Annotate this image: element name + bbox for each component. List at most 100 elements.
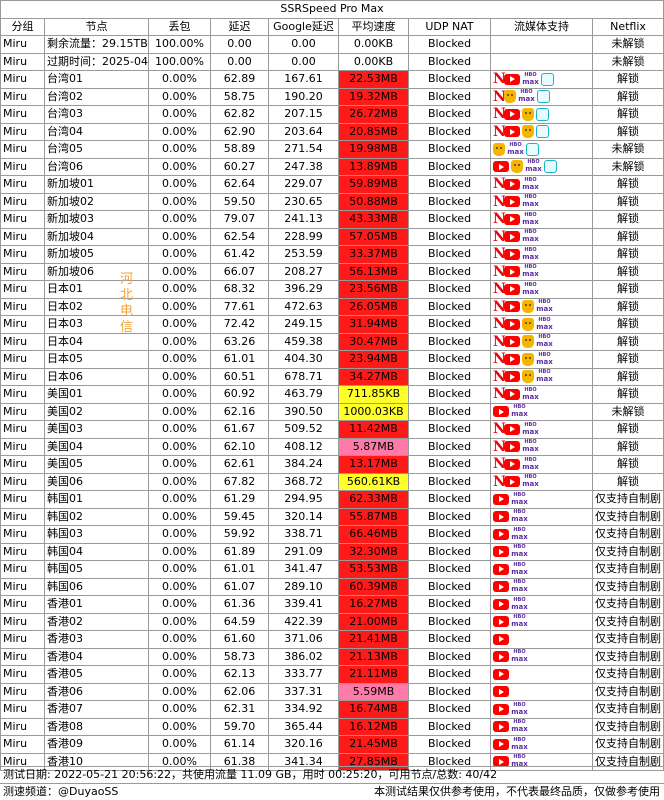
table-row: Miru 香港08 0.00% 59.70 365.44 16.12MB Blocked HB…: [0, 717, 664, 736]
netflix-cell: 仅支持自制剧: [592, 542, 664, 561]
node-cell: 香港01: [44, 595, 149, 614]
streaming-icons: N: [493, 124, 549, 139]
node-cell: 台湾03: [44, 105, 149, 124]
streaming-icons: HBO max: [493, 509, 528, 524]
loss-cell: 0.00%: [148, 490, 211, 509]
speed-cell: 21.11MB: [338, 665, 409, 684]
ping-cell: 59.92: [210, 525, 269, 544]
loss-cell: 0.00%: [148, 315, 211, 334]
watermark: 河北电信: [120, 272, 134, 335]
speed-cell: 13.17MB: [338, 455, 409, 474]
group-cell: Miru: [0, 577, 45, 596]
header-loss: 丢包: [148, 17, 211, 36]
netflix-cell: 解锁: [592, 455, 664, 474]
netflix-icon: N: [493, 333, 506, 350]
group-cell: Miru: [0, 665, 45, 684]
hbo-max-icon: HBO max: [511, 614, 528, 629]
streaming-icons: HBO max: [493, 737, 528, 752]
hbo-max-icon: HBO max: [507, 141, 524, 156]
table-row: Miru 新加坡02 0.00% 59.50 230.65 50.88MB Blocked N…: [0, 192, 664, 211]
youtube-icon: [504, 353, 520, 365]
streaming-cell: N HBO max: [490, 315, 593, 334]
table-row: Miru 香港09 0.00% 61.14 320.16 21.45MB Blocked HB…: [0, 735, 664, 754]
google-ping-cell: 249.15: [268, 315, 339, 334]
loss-cell: 100.00%: [148, 35, 211, 54]
loss-cell: 0.00%: [148, 472, 211, 491]
hbo-max-icon: HBO max: [511, 491, 528, 506]
table-row: Miru 韩国02 0.00% 59.45 320.14 55.87MB Blocked HB…: [0, 507, 664, 526]
table-row: Miru 日本05 0.00% 61.01 404.30 23.94MB Blocked N H…: [0, 350, 664, 369]
netflix-cell: 解锁: [592, 105, 664, 124]
udp-nat-cell: Blocked: [408, 192, 491, 211]
netflix-icon: N: [493, 473, 506, 490]
netflix-cell: 仅支持自制剧: [592, 612, 664, 631]
hbo-max-icon: HBO max: [511, 561, 528, 576]
footer-disclaimer: 本测试结果仅供参考使用，不代表最终品质，仅做参考使用: [374, 785, 660, 798]
speed-cell: 21.13MB: [338, 647, 409, 666]
group-cell: Miru: [0, 70, 45, 89]
netflix-cell: 解锁: [592, 350, 664, 369]
hbo-max-icon: HBO max: [511, 701, 528, 716]
streaming-cell: N HBO max: [490, 385, 593, 404]
google-ping-cell: 207.15: [268, 105, 339, 124]
speed-cell: 0.00KB: [338, 52, 409, 71]
streaming-icons: N HBO max: [493, 334, 553, 349]
hbo-max-icon: HBO max: [522, 211, 539, 226]
streaming-cell: HBO max: [490, 717, 593, 736]
google-ping-cell: 365.44: [268, 717, 339, 736]
ping-cell: 67.82: [210, 472, 269, 491]
netflix-cell: 仅支持自制剧: [592, 717, 664, 736]
google-ping-cell: 404.30: [268, 350, 339, 369]
youtube-icon: [493, 756, 509, 768]
hbo-max-icon: HBO max: [522, 229, 539, 244]
streaming-cell: N HBO max: [490, 192, 593, 211]
loss-cell: 0.00%: [148, 560, 211, 579]
youtube-icon: [504, 388, 520, 400]
netflix-cell: 仅支持自制剧: [592, 630, 664, 649]
google-ping-cell: 203.64: [268, 122, 339, 141]
header-node: 节点: [44, 17, 149, 36]
streaming-cell: HBO max: [490, 647, 593, 666]
group-cell: Miru: [0, 105, 45, 124]
header-streaming: 流媒体支持: [490, 17, 593, 36]
group-cell: Miru: [0, 175, 45, 194]
streaming-icons: N HBO max: [493, 282, 539, 297]
udp-nat-cell: Blocked: [408, 437, 491, 456]
group-cell: Miru: [0, 280, 45, 299]
ping-cell: 61.60: [210, 630, 269, 649]
udp-nat-cell: Blocked: [408, 455, 491, 474]
ping-cell: 64.59: [210, 612, 269, 631]
loss-cell: 0.00%: [148, 402, 211, 421]
header-group: 分组: [0, 17, 45, 36]
google-ping-cell: 230.65: [268, 192, 339, 211]
ping-cell: 61.42: [210, 245, 269, 264]
group-cell: Miru: [0, 52, 45, 71]
footer-summary: 测试日期: 2022-05-21 20:56:22，共使用流量 11.09 GB…: [3, 768, 498, 781]
streaming-icons: HBO max: [493, 754, 528, 769]
table-row: Miru 台湾04 0.00% 62.90 203.64 20.85MB Blocked N 解…: [0, 122, 664, 141]
udp-nat-cell: Blocked: [408, 402, 491, 421]
results-body: Miru 剩余流量：29.15TB 100.00% 0.00 0.00 0.00KB Blo…: [0, 35, 664, 771]
node-cell: 香港08: [44, 717, 149, 736]
udp-nat-cell: Blocked: [408, 332, 491, 351]
streaming-cell: [490, 682, 593, 701]
table-row: Miru 香港06 0.00% 62.06 337.31 5.59MB Blocked 仅支持…: [0, 682, 664, 701]
google-ping-cell: 247.38: [268, 157, 339, 176]
youtube-icon: [493, 703, 509, 715]
speed-cell: 34.27MB: [338, 367, 409, 386]
bahamut-icon: [511, 160, 523, 174]
streaming-cell: N HBO max: [490, 227, 593, 246]
netflix-icon: N: [493, 438, 506, 455]
streaming-cell: N HBO max: [490, 437, 593, 456]
node-cell: 台湾05: [44, 140, 149, 159]
streaming-cell: HBO max: [490, 525, 593, 544]
node-cell: 香港04: [44, 647, 149, 666]
hbo-max-icon: HBO max: [522, 456, 539, 471]
table-row: Miru 新加坡05 0.00% 61.42 253.59 33.37MB Blocked N…: [0, 245, 664, 264]
group-cell: Miru: [0, 525, 45, 544]
netflix-cell: 未解锁: [592, 35, 664, 54]
node-cell: 美国04: [44, 437, 149, 456]
results-table: SSRSpeed Pro Max 分组 节点 丢包 延迟 Google延迟 平均…: [0, 0, 664, 771]
youtube-icon: [504, 476, 520, 488]
node-cell: 美国03: [44, 420, 149, 439]
